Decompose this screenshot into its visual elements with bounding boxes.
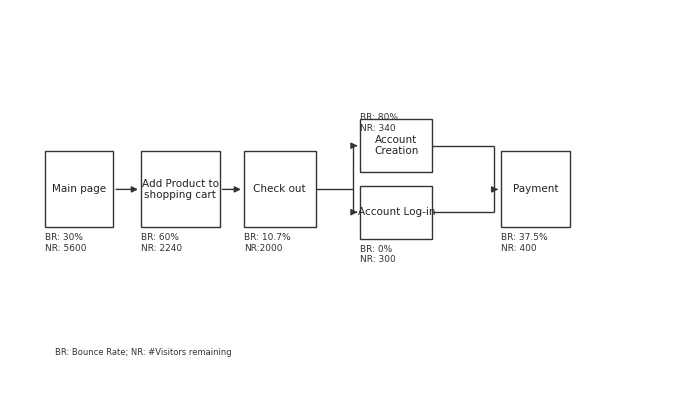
Text: Account
Creation: Account Creation [374,135,419,156]
Text: Add Product to
shopping cart: Add Product to shopping cart [141,178,218,200]
Text: BR: 37.5%
NR: 400: BR: 37.5% NR: 400 [501,233,547,253]
Text: BR: 80%
NR: 340: BR: 80% NR: 340 [360,113,398,133]
Bar [244,151,316,227]
Bar [141,151,220,227]
Text: Main page: Main page [52,184,106,194]
Text: Payment: Payment [512,184,558,194]
Text: BR: 60%
NR: 2240: BR: 60% NR: 2240 [141,233,182,253]
Text: Check out: Check out [253,184,306,194]
Bar [360,186,433,239]
Bar [501,151,570,227]
Text: BR: 30%
NR: 5600: BR: 30% NR: 5600 [45,233,86,253]
Text: BR: 10.7%
NR:2000: BR: 10.7% NR:2000 [244,233,290,253]
Text: BR: 0%
NR: 300: BR: 0% NR: 300 [360,245,396,264]
Bar [360,119,433,172]
Text: Account Log-in: Account Log-in [358,207,435,217]
Text: BR: Bounce Rate; NR: #Visitors remaining: BR: Bounce Rate; NR: #Visitors remaining [55,348,232,357]
Bar [45,151,113,227]
